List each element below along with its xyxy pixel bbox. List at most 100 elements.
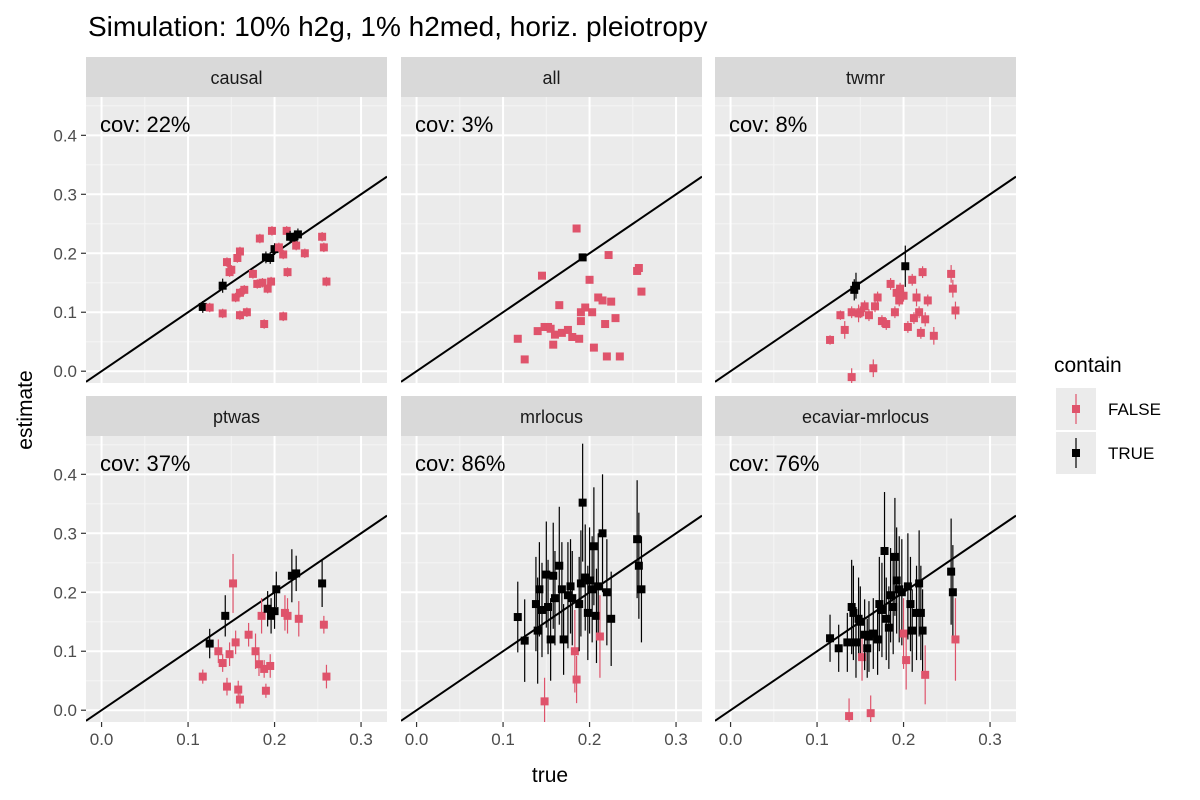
data-point bbox=[221, 611, 230, 620]
facet-all: all cov: 3% bbox=[401, 57, 702, 383]
data-point bbox=[283, 268, 292, 277]
identity-line bbox=[715, 514, 1016, 722]
data-point bbox=[263, 284, 272, 293]
data-point bbox=[845, 712, 854, 721]
data-point bbox=[588, 308, 597, 317]
data-point bbox=[289, 234, 298, 243]
data-point bbox=[578, 253, 587, 262]
data-point bbox=[542, 570, 551, 579]
y-tick-label: 0.4 bbox=[53, 465, 77, 484]
data-points bbox=[826, 245, 960, 383]
data-point bbox=[267, 277, 276, 286]
data-point bbox=[615, 352, 624, 361]
data-point bbox=[575, 334, 584, 343]
data-point bbox=[214, 647, 223, 656]
data-point bbox=[251, 647, 260, 656]
data-point bbox=[906, 600, 915, 609]
data-point bbox=[864, 311, 873, 320]
data-point bbox=[611, 314, 620, 323]
coverage-label: cov: 3% bbox=[415, 112, 493, 137]
facet-strip bbox=[86, 57, 387, 97]
data-point bbox=[319, 620, 328, 629]
data-point bbox=[566, 582, 575, 591]
x-tick-label: 0.3 bbox=[664, 730, 688, 749]
data-point bbox=[902, 656, 911, 665]
data-point bbox=[270, 245, 279, 254]
data-point bbox=[205, 639, 214, 648]
data-point bbox=[255, 234, 264, 243]
data-point bbox=[602, 588, 611, 597]
data-point bbox=[856, 617, 865, 626]
data-point bbox=[258, 278, 267, 287]
x-tick-label: 0.0 bbox=[90, 730, 114, 749]
data-point bbox=[235, 695, 244, 704]
x-tick-label: 0.3 bbox=[978, 730, 1002, 749]
data-point bbox=[918, 268, 927, 277]
data-point bbox=[533, 626, 542, 635]
data-point bbox=[563, 591, 572, 600]
data-point bbox=[947, 269, 956, 278]
data-point bbox=[267, 611, 276, 620]
data-point bbox=[871, 302, 880, 311]
facet-strip bbox=[715, 396, 1016, 436]
data-point bbox=[912, 293, 921, 302]
data-point bbox=[274, 243, 283, 252]
facet-strip bbox=[86, 396, 387, 436]
data-point bbox=[850, 285, 859, 294]
data-point bbox=[595, 632, 604, 641]
data-point bbox=[880, 546, 889, 555]
data-point bbox=[912, 608, 921, 617]
facet-panels: causal cov: 22% 0.0 0.1 0.2 0.3 0.4 all cov: 3% t… bbox=[53, 57, 1016, 749]
data-point bbox=[916, 328, 925, 337]
data-point bbox=[882, 320, 891, 329]
panel-background bbox=[715, 436, 1016, 722]
data-point bbox=[576, 317, 585, 326]
data-point bbox=[300, 249, 309, 258]
data-point bbox=[513, 334, 522, 343]
data-point bbox=[575, 600, 584, 609]
y-tick-label: 0.3 bbox=[53, 524, 77, 543]
y-tick-label: 0.0 bbox=[53, 362, 77, 381]
x-tick-label: 0.2 bbox=[263, 730, 287, 749]
data-point bbox=[533, 327, 542, 336]
data-point bbox=[557, 328, 566, 337]
data-point bbox=[242, 308, 251, 317]
data-point bbox=[856, 308, 865, 317]
identity-line bbox=[401, 175, 702, 383]
data-point bbox=[637, 585, 646, 594]
data-point bbox=[889, 603, 898, 612]
x-tick-label: 0.1 bbox=[491, 730, 515, 749]
data-point bbox=[915, 308, 924, 317]
legend-title: contain bbox=[1054, 354, 1122, 377]
data-point bbox=[557, 585, 566, 594]
data-point bbox=[513, 613, 522, 622]
panel-background bbox=[86, 97, 387, 383]
x-tick-label: 0.1 bbox=[805, 730, 829, 749]
data-point bbox=[520, 355, 529, 364]
data-point bbox=[576, 579, 585, 588]
x-tick-label: 0.3 bbox=[349, 730, 373, 749]
data-point bbox=[544, 603, 553, 612]
data-point bbox=[222, 258, 231, 267]
data-point bbox=[581, 303, 590, 312]
data-point bbox=[843, 638, 852, 647]
data-point bbox=[892, 288, 901, 297]
facet-twmr: twmr cov: 8% bbox=[715, 57, 1016, 383]
data-point bbox=[847, 603, 856, 612]
data-point bbox=[583, 608, 592, 617]
data-point bbox=[886, 279, 895, 288]
data-point bbox=[589, 542, 598, 551]
identity-line bbox=[401, 514, 702, 722]
data-point bbox=[864, 632, 873, 641]
data-point bbox=[581, 573, 590, 582]
data-point bbox=[851, 638, 860, 647]
data-point bbox=[549, 571, 558, 580]
identity-line bbox=[715, 175, 1016, 383]
legend: contain FALSE TRUE bbox=[1054, 354, 1161, 474]
data-point bbox=[319, 243, 328, 252]
data-point bbox=[637, 287, 646, 296]
data-point bbox=[897, 588, 906, 597]
data-point bbox=[540, 697, 549, 706]
data-point bbox=[851, 281, 860, 290]
data-point bbox=[929, 331, 938, 340]
